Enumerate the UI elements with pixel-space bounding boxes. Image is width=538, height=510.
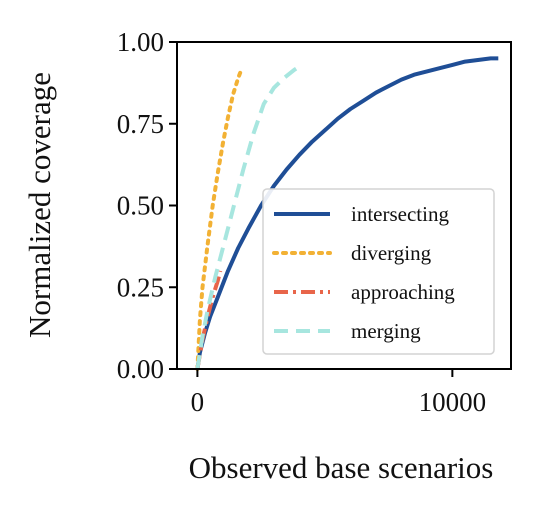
ticks-group: 0.00 0.25 0.50 0.75 1.00 0 10000	[117, 27, 486, 417]
series-line-diverging	[195, 69, 243, 371]
y-tick-label: 0.50	[117, 191, 164, 221]
series-line-approaching	[195, 270, 223, 370]
x-axis-label: Observed base scenarios	[189, 450, 494, 485]
series-line-intersecting	[195, 56, 499, 370]
legend-box	[262, 188, 495, 355]
legend-label-merging: merging	[351, 319, 421, 343]
legend-label-intersecting: intersecting	[351, 202, 449, 226]
legend-label-approaching: approaching	[351, 280, 455, 304]
series-line-merging	[195, 64, 301, 370]
plot-group	[195, 56, 499, 371]
legend: intersecting diverging approaching merging	[262, 188, 495, 355]
y-tick-label: 0.25	[117, 272, 164, 302]
x-tick-label: 0	[191, 387, 205, 417]
x-tick-label: 10000	[419, 387, 487, 417]
y-axis-label: Normalized coverage	[22, 72, 57, 338]
y-tick-label: 1.00	[117, 27, 164, 57]
legend-label-diverging: diverging	[351, 241, 432, 265]
y-tick-label: 0.00	[117, 354, 164, 384]
y-tick-label: 0.75	[117, 109, 164, 139]
